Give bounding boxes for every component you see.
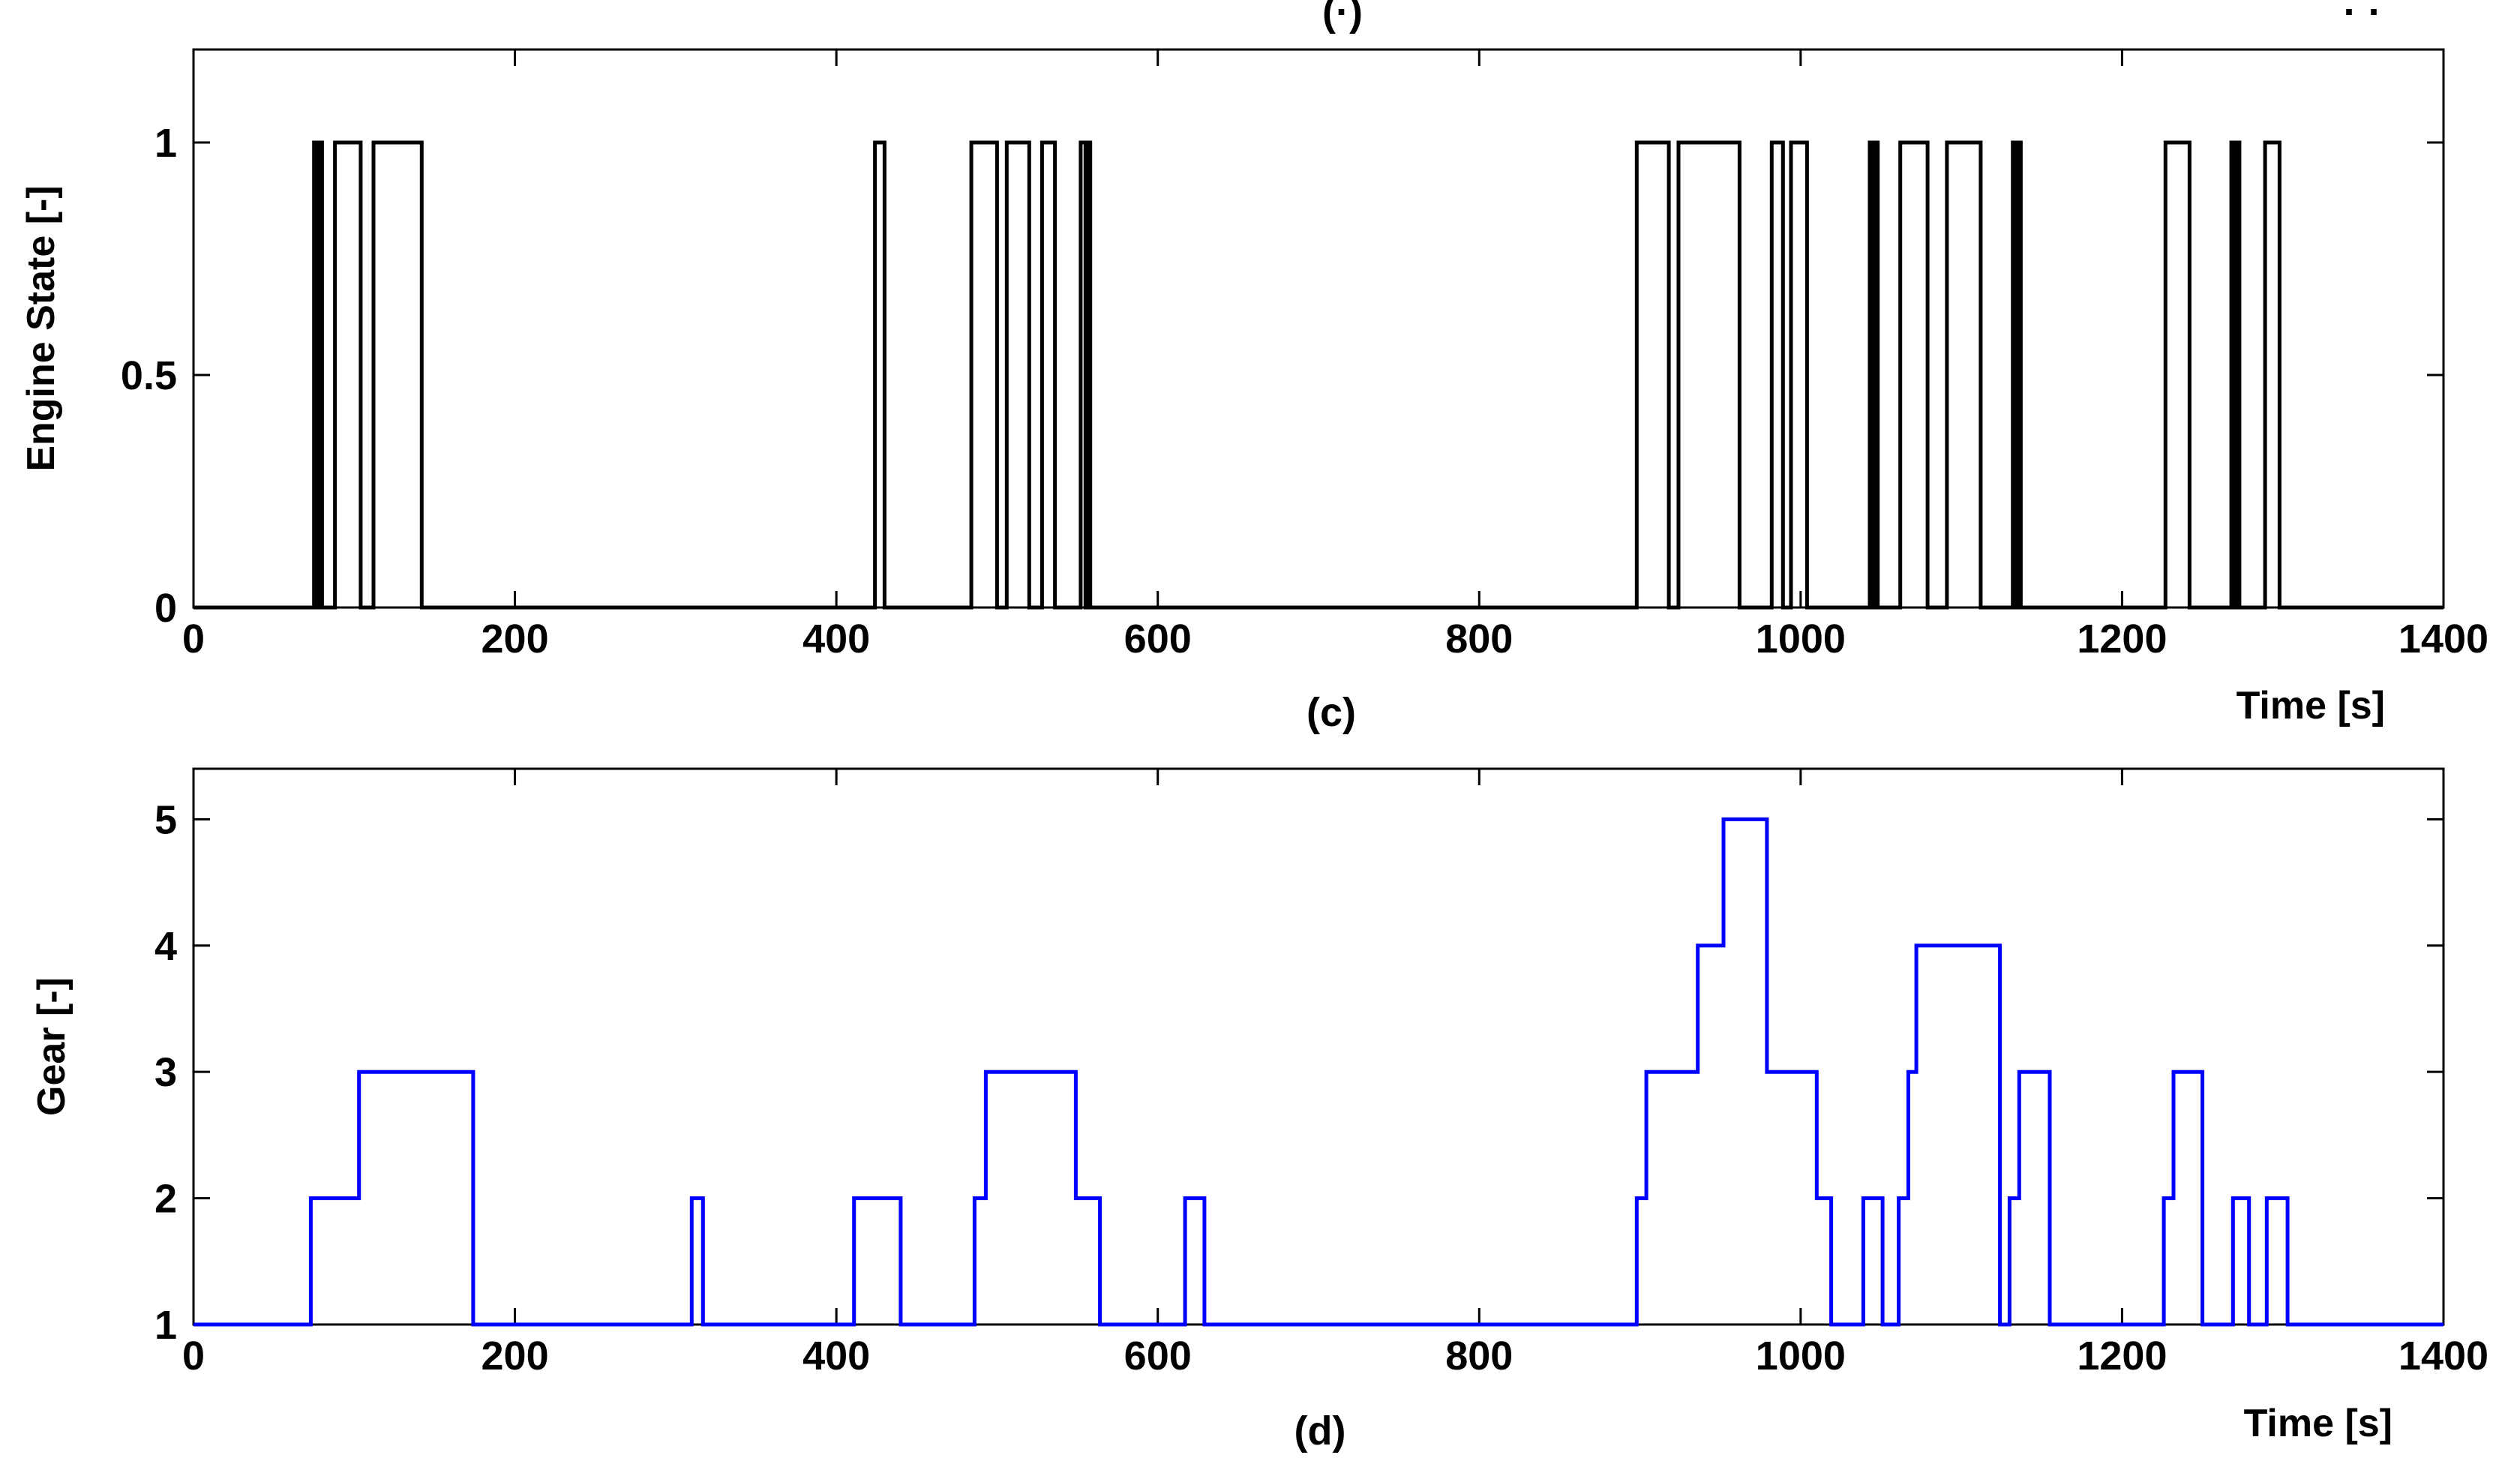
x-axis-label: Time [s] (2236, 684, 2385, 728)
axes-box (192, 48, 2445, 609)
y-tick-label: 0 (154, 586, 177, 631)
x-tick-label: 1400 (2398, 616, 2488, 662)
plot-area (192, 48, 2445, 610)
series-line (194, 140, 2444, 610)
x-tick-label: 600 (1124, 616, 1192, 662)
x-tick-label: 800 (1445, 1334, 1513, 1378)
y-tick-label: 2 (154, 1177, 177, 1222)
x-tick-labels: 0 200 400 600 800 1000 1200 1400 (182, 616, 2488, 662)
series-line (194, 817, 2444, 1327)
top-fragment-left: (·) (1322, 0, 1363, 34)
y-axis-label: Engine State [-] (20, 185, 63, 471)
x-tick-label: 1000 (1756, 616, 1846, 662)
panel-label: (c) (1306, 690, 1356, 735)
x-tick-labels: 0 200 400 600 800 1000 1200 1400 (182, 1334, 2488, 1378)
y-tick-label: 3 (154, 1050, 177, 1095)
x-tick-label: 0 (182, 1334, 205, 1378)
x-tick-label: 1200 (2077, 616, 2167, 662)
axes-box (192, 767, 2445, 1326)
x-tick-label: 1000 (1756, 1334, 1846, 1378)
x-tick-label: 200 (482, 616, 549, 662)
y-tick-labels: 1 2 3 4 5 (154, 797, 177, 1348)
x-tick-label: 800 (1445, 616, 1513, 662)
x-tick-label: 1200 (2077, 1334, 2167, 1378)
y-tick-label: 4 (154, 924, 177, 969)
x-axis-label: Time [s] (2244, 1402, 2392, 1445)
plot-area (192, 767, 2445, 1327)
x-tick-label: 200 (482, 1334, 549, 1378)
x-tick-label: 0 (182, 616, 205, 662)
y-axis-label: Gear [-] (30, 977, 74, 1116)
top-fragment-right: · · (2344, 0, 2382, 34)
x-tick-label: 1400 (2398, 1334, 2488, 1378)
y-tick-label: 1 (154, 1303, 177, 1348)
y-tick-label: 0.5 (121, 353, 177, 398)
x-tick-label: 600 (1124, 1334, 1192, 1378)
y-tick-label: 5 (154, 797, 177, 842)
y-tick-label: 1 (154, 121, 177, 166)
chart-panel-c: 0 200 400 600 800 1000 1200 1400 00.51 Engine S… (20, 48, 2488, 735)
panel-label: (d) (1294, 1408, 1346, 1454)
x-tick-label: 400 (802, 616, 870, 662)
x-tick-label: 400 (802, 1334, 870, 1378)
chart-panel-d: 0 200 400 600 800 1000 1200 1400 1 2 3 4 5 Gear [-]… (30, 767, 2488, 1454)
y-tick-labels: 00.51 (121, 121, 177, 631)
